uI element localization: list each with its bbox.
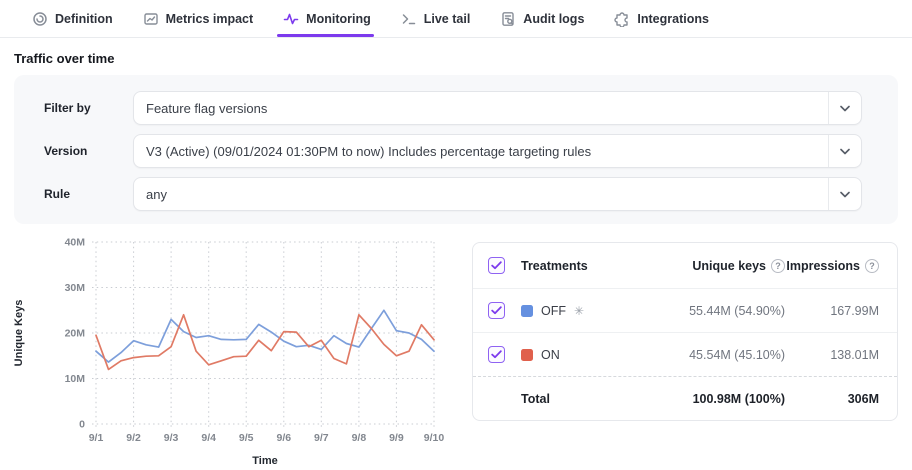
treatment-name: ON xyxy=(541,347,560,362)
help-icon[interactable]: ? xyxy=(865,258,879,273)
rule-select[interactable]: any xyxy=(133,177,862,211)
tab-label: Monitoring xyxy=(306,11,371,26)
unique-keys-header-label: Unique keys xyxy=(692,258,766,273)
treatments-table: Treatments Unique keys ? Impressions ? O… xyxy=(472,242,898,421)
x-tick-label: 9/7 xyxy=(314,432,329,444)
tab-audit-logs[interactable]: Audit logs xyxy=(500,0,584,37)
help-icon[interactable]: ? xyxy=(771,258,785,273)
select-all-checkbox[interactable] xyxy=(488,257,505,274)
filter-by-value: Feature flag versions xyxy=(146,100,268,116)
x-tick-label: 9/8 xyxy=(352,432,367,444)
rule-label: Rule xyxy=(44,187,71,201)
on-color-swatch xyxy=(521,348,533,361)
x-tick-label: 9/10 xyxy=(424,432,445,444)
impressions-header-label: Impressions xyxy=(786,258,860,273)
on-row-checkbox[interactable] xyxy=(488,346,505,363)
x-tick-label: 9/1 xyxy=(89,432,104,444)
y-axis-title: Unique Keys xyxy=(13,300,25,367)
rule-value: any xyxy=(146,186,167,202)
tab-label: Definition xyxy=(55,11,113,26)
filter-panel: Filter by Feature flag versions Version … xyxy=(14,75,898,224)
x-tick-label: 9/6 xyxy=(276,432,291,444)
default-treatment-icon: ✳ xyxy=(574,303,585,318)
x-axis-title: Time xyxy=(252,455,277,467)
x-tick-label: 9/2 xyxy=(126,432,141,444)
tab-label: Integrations xyxy=(637,11,709,26)
tab-live-tail[interactable]: Live tail xyxy=(401,0,471,37)
x-tick-label: 9/5 xyxy=(239,432,254,444)
tab-label: Audit logs xyxy=(523,11,585,26)
series-line-off xyxy=(95,309,435,363)
treatment-name: OFF xyxy=(541,303,566,318)
terminal-icon xyxy=(401,11,417,27)
tab-monitoring[interactable]: Monitoring xyxy=(277,0,374,37)
x-tick-label: 9/9 xyxy=(389,432,404,444)
target-icon xyxy=(32,11,48,27)
traffic-over-time-chart: 0 10M 20M 30M 40M 9/1 9/2 9/3 9/4 9/5 9/6 9/7 9/8 9/9… xyxy=(13,237,445,468)
filter-by-label: Filter by xyxy=(44,101,91,115)
treatments-header-label: Treatments xyxy=(521,258,588,273)
page-title: Traffic over time xyxy=(14,51,115,66)
x-tick-label: 9/3 xyxy=(164,432,179,444)
filter-by-select[interactable]: Feature flag versions xyxy=(133,91,862,125)
treatments-table-header: Treatments Unique keys ? Impressions ? xyxy=(473,243,897,288)
puzzle-icon xyxy=(614,11,630,27)
metrics-chart-icon xyxy=(143,11,159,27)
check-icon xyxy=(491,306,502,315)
monitoring-content: 0 10M 20M 30M 40M 9/1 9/2 9/3 9/4 9/5 9/6 9/7 9/8 9/9… xyxy=(0,224,912,470)
on-impressions-value: 138.01M xyxy=(830,347,879,362)
tab-bar: Definition Metrics impact Monitoring Liv… xyxy=(0,0,912,38)
treatments-total-row: Total 100.98M (100%) 306M xyxy=(473,376,897,420)
off-color-swatch xyxy=(521,304,533,317)
version-select[interactable]: V3 (Active) (09/01/2024 01:30PM to now) … xyxy=(133,134,862,168)
off-unique-keys-value: 55.44M (54.90%) xyxy=(689,303,785,318)
treatment-row-off: OFF ✳ 55.44M (54.90%) 167.99M xyxy=(473,288,897,332)
tab-definition[interactable]: Definition xyxy=(32,0,113,37)
tab-label: Live tail xyxy=(423,11,471,26)
document-search-icon xyxy=(500,11,516,27)
pulse-icon xyxy=(283,11,299,27)
check-icon xyxy=(491,350,502,359)
filter-row-rule: Rule any xyxy=(44,177,862,211)
total-label: Total xyxy=(521,391,550,406)
filter-row-version: Version V3 (Active) (09/01/2024 01:30PM … xyxy=(44,134,862,168)
on-unique-keys-value: 45.54M (45.10%) xyxy=(689,347,785,362)
chevron-down-icon xyxy=(828,92,861,124)
y-tick-label: 30M xyxy=(65,282,86,294)
y-tick-label: 40M xyxy=(65,237,86,249)
total-unique-keys-value: 100.98M (100%) xyxy=(692,391,785,406)
off-row-checkbox[interactable] xyxy=(488,302,505,319)
tab-integrations[interactable]: Integrations xyxy=(614,0,709,37)
treatment-row-on: ON 45.54M (45.10%) 138.01M xyxy=(473,332,897,376)
y-tick-label: 10M xyxy=(65,373,86,385)
version-label: Version xyxy=(44,144,88,158)
check-icon xyxy=(491,261,502,270)
filter-row-filter-by: Filter by Feature flag versions xyxy=(44,91,862,125)
chevron-down-icon xyxy=(828,178,861,210)
x-tick-label: 9/4 xyxy=(201,432,216,444)
y-tick-label: 20M xyxy=(65,328,86,340)
total-impressions-value: 306M xyxy=(847,391,879,406)
series-line-on xyxy=(95,313,435,371)
y-tick-label: 0 xyxy=(79,419,85,431)
version-value: V3 (Active) (09/01/2024 01:30PM to now) … xyxy=(146,143,592,159)
chevron-down-icon xyxy=(828,135,861,167)
tab-label: Metrics impact xyxy=(165,11,254,26)
off-impressions-value: 167.99M xyxy=(830,303,879,318)
tab-metrics-impact[interactable]: Metrics impact xyxy=(143,0,254,37)
